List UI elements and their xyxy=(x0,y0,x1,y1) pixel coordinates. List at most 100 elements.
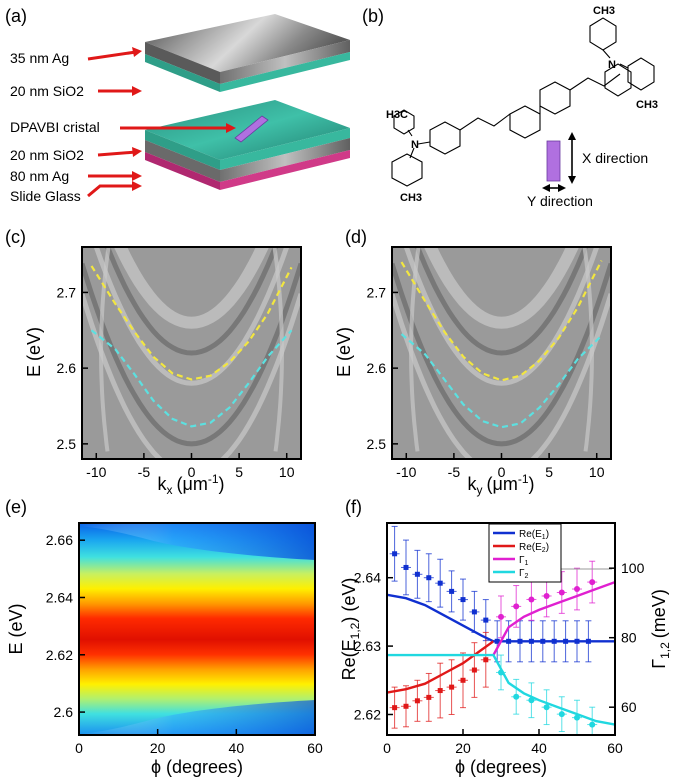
atom-n-left: N xyxy=(411,139,419,151)
band-c-4 xyxy=(82,293,301,459)
panel-d: (d) 2.7 2.6 2.5 -10 -5 0 5 10 E(eV) ky (μm-1) xyxy=(334,227,612,497)
xtick-label-d: 10 xyxy=(589,464,605,480)
data-point-1 xyxy=(426,694,432,700)
data-point-4 xyxy=(589,721,596,728)
panel-e-label: (e) xyxy=(5,497,27,517)
legend-label-2: Γ1 xyxy=(519,555,529,567)
dispersion-curve-c-upper xyxy=(90,265,293,381)
dispersion-curve-c-lower xyxy=(90,329,293,428)
data-point-1 xyxy=(437,688,443,694)
ytick-label-d: 2.5 xyxy=(367,436,387,452)
ytick-label-e: 2.66 xyxy=(46,532,73,548)
data-point-0 xyxy=(426,575,432,581)
group-ch3-bottom: CH3 xyxy=(400,192,422,204)
heatmap-e xyxy=(79,523,315,735)
ring-right-c xyxy=(627,57,655,91)
heatmap-e-upper-branch xyxy=(79,523,315,560)
data-point-0 xyxy=(437,580,443,586)
data-point-3 xyxy=(574,586,580,593)
data-point-3 xyxy=(589,579,596,586)
xtick-label-d: 0 xyxy=(498,464,506,480)
label-sio2-bottom: 20 nm SiO2 xyxy=(10,147,84,163)
xtick-label-d: -10 xyxy=(396,464,416,480)
band-d-3 xyxy=(392,262,611,447)
dpavbi-crystal xyxy=(234,115,269,143)
group-h3c: H3C xyxy=(386,109,408,121)
xtick-label-c: -10 xyxy=(86,464,106,480)
data-point-0 xyxy=(403,564,409,570)
data-point-1 xyxy=(483,657,489,663)
side-arc-d-right xyxy=(582,247,595,452)
ring-biphenyl-b xyxy=(539,81,571,115)
band-c-3 xyxy=(82,262,301,447)
xtick-label-e: 0 xyxy=(75,740,83,756)
legend-label-0: Re(E1) xyxy=(519,529,549,541)
ytick-label-c: 2.7 xyxy=(57,284,77,300)
dispersion-curve-d-upper xyxy=(400,260,603,382)
data-point-1 xyxy=(392,705,398,711)
xtick-label-c: 10 xyxy=(279,464,295,480)
plot-f-ylabel-left: Re(E1,2) (eV) xyxy=(339,578,362,681)
data-point-1 xyxy=(449,684,455,690)
ytick-label-left-f: 2.63 xyxy=(354,638,381,654)
data-point-0 xyxy=(483,617,489,623)
data-point-3 xyxy=(528,596,535,603)
panel-c: (c) 2.7 2.6 2.5 -10 -5 0 5 10 E(eV) kx (μm-1) xyxy=(5,227,302,497)
panel-d-label: (d) xyxy=(345,227,367,247)
band-c-2 xyxy=(93,247,290,386)
arrow-glass xyxy=(87,184,136,198)
ring-left-a xyxy=(429,121,461,155)
ytick-label-c: 2.5 xyxy=(57,436,77,452)
band-d-1 xyxy=(414,247,589,356)
band-c-0 xyxy=(113,247,270,329)
ag80-right xyxy=(220,138,350,182)
glass-left xyxy=(145,152,220,190)
data-point-1 xyxy=(460,677,466,683)
fit-line-5 xyxy=(387,593,494,643)
ytick-label-right-f: 100 xyxy=(621,560,645,576)
xtick-label-c: -5 xyxy=(138,464,151,480)
plot-f-ylabel-right: Γ1,2(meV) xyxy=(649,589,672,669)
group-ch3-right: CH3 xyxy=(636,99,658,111)
ring-right-a xyxy=(604,63,632,97)
plot-e-ylabel: E (eV) xyxy=(6,603,26,654)
ytick-label-right-f: 60 xyxy=(621,699,637,715)
sio2-top-right xyxy=(220,52,350,92)
xtick-label-f: 40 xyxy=(531,740,547,756)
xtick-label-e: 20 xyxy=(150,740,166,756)
ytick-label-e: 2.64 xyxy=(46,589,73,605)
ytick-label-c: 2.6 xyxy=(57,360,77,376)
xtick-label-e: 60 xyxy=(307,740,323,756)
data-point-4 xyxy=(513,693,520,700)
ytick-label-d: 2.7 xyxy=(367,284,387,300)
data-point-0 xyxy=(460,597,466,603)
panel-c-label: (c) xyxy=(5,227,26,247)
panel-f-label: (f) xyxy=(345,497,362,517)
plot-d-bands xyxy=(392,247,611,459)
data-point-4 xyxy=(574,714,580,721)
crystal-orientation xyxy=(546,140,561,182)
dispersion-curve-d-lower xyxy=(400,333,603,429)
data-point-3 xyxy=(498,613,504,620)
label-crystal: DPAVBI cristal xyxy=(10,119,100,135)
sio2-top-left xyxy=(145,54,220,92)
label-glass: Slide Glass xyxy=(10,188,81,204)
arrow-ag35 xyxy=(87,50,137,61)
ytick-label-right-f: 80 xyxy=(621,630,637,646)
legend-label-3: Γ2 xyxy=(519,568,529,580)
band-d-0 xyxy=(423,247,580,329)
plot-f-xlabel: ϕ (degrees) xyxy=(455,757,547,777)
heatmap-e-lower-branch xyxy=(79,700,315,735)
plot-c-ylabel: E(eV) xyxy=(24,327,44,377)
label-ag80: 80 nm Ag xyxy=(10,168,69,184)
data-point-3 xyxy=(558,589,565,596)
arrow-sio2-bottom xyxy=(97,150,137,157)
xtick-label-e: 40 xyxy=(229,740,245,756)
xtick-label-c: 5 xyxy=(235,464,243,480)
ytick-label-d: 2.6 xyxy=(367,360,387,376)
side-arc-d-left xyxy=(408,247,421,452)
ag80-left xyxy=(145,140,220,182)
panel-a-label: (a) xyxy=(5,6,27,26)
ag35-top-face xyxy=(145,14,350,72)
